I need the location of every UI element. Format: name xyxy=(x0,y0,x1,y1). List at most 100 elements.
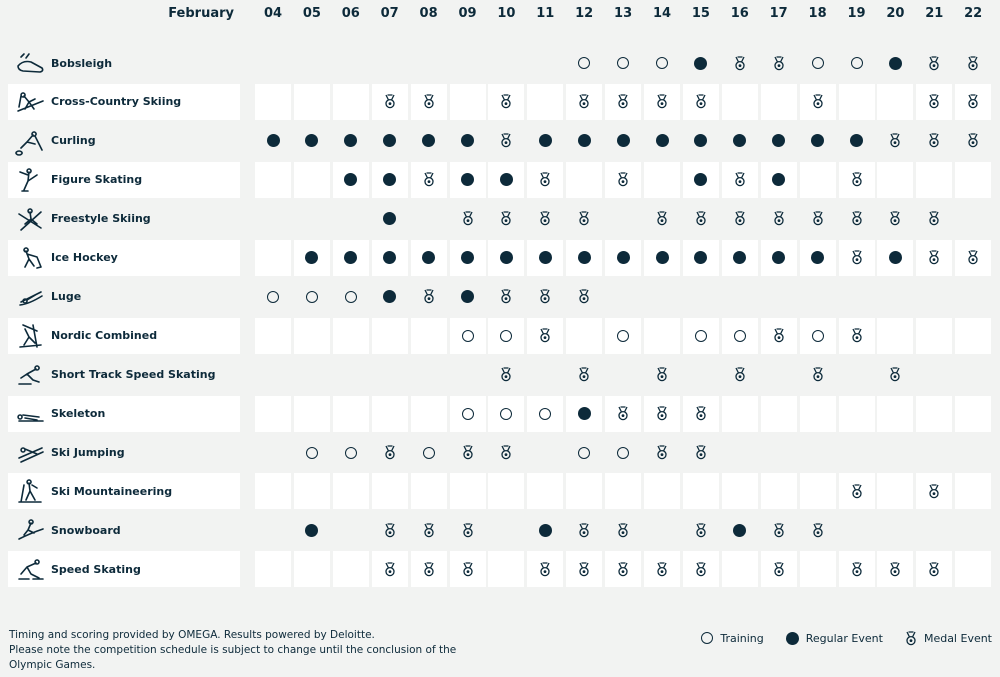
schedule-cell[interactable] xyxy=(294,123,330,159)
sport-label-cell[interactable]: Freestyle Skiing xyxy=(8,201,240,237)
schedule-cell[interactable] xyxy=(644,357,680,393)
schedule-cell[interactable] xyxy=(488,83,525,120)
schedule-cell[interactable] xyxy=(488,161,525,198)
schedule-cell[interactable] xyxy=(838,239,875,276)
schedule-cell[interactable] xyxy=(488,201,524,237)
schedule-cell[interactable] xyxy=(566,123,602,159)
schedule-cell[interactable] xyxy=(683,45,719,81)
sport-label-cell[interactable]: Curling xyxy=(8,123,240,159)
schedule-cell[interactable] xyxy=(955,123,991,159)
schedule-cell[interactable] xyxy=(955,239,992,276)
schedule-cell[interactable] xyxy=(799,239,836,276)
schedule-cell[interactable] xyxy=(527,239,564,276)
schedule-cell[interactable] xyxy=(838,473,875,510)
schedule-cell[interactable] xyxy=(488,317,525,354)
schedule-cell[interactable] xyxy=(877,201,913,237)
schedule-cell[interactable] xyxy=(682,83,719,120)
schedule-cell[interactable] xyxy=(644,201,680,237)
schedule-cell[interactable] xyxy=(566,395,603,432)
sport-label-cell[interactable]: Bobsleigh xyxy=(8,45,240,81)
schedule-cell[interactable] xyxy=(566,83,603,120)
schedule-cell[interactable] xyxy=(644,435,680,471)
schedule-cell[interactable] xyxy=(955,45,991,81)
schedule-cell[interactable] xyxy=(916,123,952,159)
schedule-cell[interactable] xyxy=(566,435,602,471)
schedule-cell[interactable] xyxy=(760,551,797,588)
schedule-cell[interactable] xyxy=(800,512,836,548)
schedule-cell[interactable] xyxy=(566,551,603,588)
schedule-cell[interactable] xyxy=(877,357,913,393)
sport-label-cell[interactable]: Ski Mountaineering xyxy=(8,473,240,510)
schedule-cell[interactable] xyxy=(800,357,836,393)
schedule-cell[interactable] xyxy=(877,123,913,159)
schedule-cell[interactable] xyxy=(605,317,642,354)
schedule-cell[interactable] xyxy=(683,512,719,548)
schedule-cell[interactable] xyxy=(760,239,797,276)
schedule-cell[interactable] xyxy=(682,551,719,588)
schedule-cell[interactable] xyxy=(294,512,330,548)
schedule-cell[interactable] xyxy=(294,435,330,471)
schedule-cell[interactable] xyxy=(799,83,836,120)
schedule-cell[interactable] xyxy=(799,317,836,354)
sport-label-cell[interactable]: Speed Skating xyxy=(8,551,240,588)
schedule-cell[interactable] xyxy=(527,161,564,198)
schedule-cell[interactable] xyxy=(566,201,602,237)
schedule-cell[interactable] xyxy=(683,123,719,159)
schedule-cell[interactable] xyxy=(527,551,564,588)
schedule-cell[interactable] xyxy=(644,395,680,432)
schedule-cell[interactable] xyxy=(527,123,563,159)
schedule-cell[interactable] xyxy=(722,201,758,237)
schedule-cell[interactable] xyxy=(722,357,758,393)
schedule-cell[interactable] xyxy=(371,239,408,276)
sport-label-cell[interactable]: Figure Skating xyxy=(8,161,240,198)
schedule-cell[interactable] xyxy=(372,279,408,315)
schedule-cell[interactable] xyxy=(644,123,680,159)
schedule-cell[interactable] xyxy=(410,239,447,276)
schedule-cell[interactable] xyxy=(721,239,758,276)
schedule-cell[interactable] xyxy=(450,512,486,548)
schedule-cell[interactable] xyxy=(682,239,719,276)
sport-label-cell[interactable]: Nordic Combined xyxy=(8,317,240,354)
schedule-cell[interactable] xyxy=(294,279,330,315)
schedule-cell[interactable] xyxy=(760,317,797,354)
sport-label-cell[interactable]: Ice Hockey xyxy=(8,239,240,276)
schedule-cell[interactable] xyxy=(877,45,913,81)
schedule-cell[interactable] xyxy=(916,473,953,510)
schedule-cell[interactable] xyxy=(916,45,952,81)
schedule-cell[interactable] xyxy=(527,279,563,315)
schedule-cell[interactable] xyxy=(916,83,953,120)
schedule-cell[interactable] xyxy=(877,239,914,276)
sport-label-cell[interactable]: Snowboard xyxy=(8,512,240,548)
schedule-cell[interactable] xyxy=(838,161,875,198)
schedule-cell[interactable] xyxy=(449,317,486,354)
schedule-cell[interactable] xyxy=(410,551,447,588)
schedule-cell[interactable] xyxy=(721,161,758,198)
schedule-cell[interactable] xyxy=(683,435,719,471)
schedule-cell[interactable] xyxy=(644,83,680,120)
sport-label-cell[interactable]: Short Track Speed Skating xyxy=(8,357,240,393)
schedule-cell[interactable] xyxy=(488,279,524,315)
schedule-cell[interactable] xyxy=(527,201,563,237)
schedule-cell[interactable] xyxy=(800,45,836,81)
schedule-cell[interactable] xyxy=(605,123,641,159)
schedule-cell[interactable] xyxy=(605,551,642,588)
schedule-cell[interactable] xyxy=(722,123,758,159)
schedule-cell[interactable] xyxy=(332,161,369,198)
schedule-cell[interactable] xyxy=(605,239,642,276)
schedule-cell[interactable] xyxy=(605,395,642,432)
sport-label-cell[interactable]: Cross-Country Skiing xyxy=(8,83,240,120)
schedule-cell[interactable] xyxy=(644,551,680,588)
schedule-cell[interactable] xyxy=(916,239,953,276)
schedule-cell[interactable] xyxy=(682,161,719,198)
schedule-cell[interactable] xyxy=(605,83,642,120)
schedule-cell[interactable] xyxy=(488,123,524,159)
schedule-cell[interactable] xyxy=(527,512,563,548)
schedule-cell[interactable] xyxy=(333,123,369,159)
schedule-cell[interactable] xyxy=(449,161,486,198)
schedule-cell[interactable] xyxy=(760,161,797,198)
schedule-cell[interactable] xyxy=(566,239,603,276)
schedule-cell[interactable] xyxy=(566,357,602,393)
schedule-cell[interactable] xyxy=(682,317,719,354)
schedule-cell[interactable] xyxy=(644,239,680,276)
schedule-cell[interactable] xyxy=(488,395,525,432)
